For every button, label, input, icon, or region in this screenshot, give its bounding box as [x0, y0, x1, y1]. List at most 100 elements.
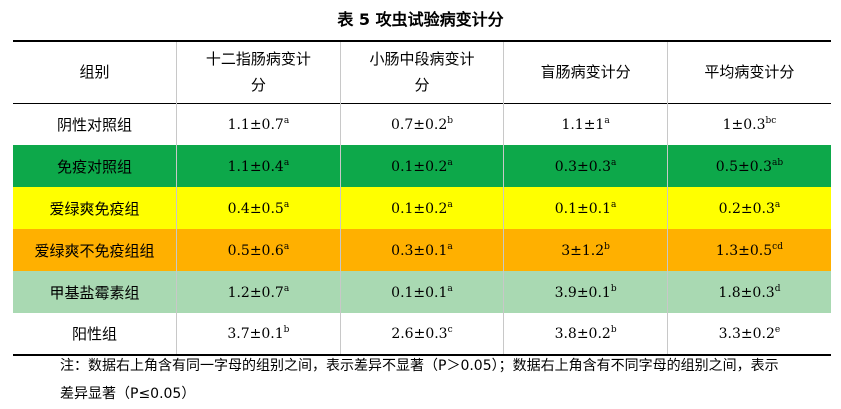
significance-letter: a — [611, 199, 617, 210]
group-name: 免疫对照组 — [57, 157, 133, 176]
significance-letter: a — [447, 241, 453, 252]
significance-letter: a — [283, 115, 290, 126]
table-body: 阴性对照组 1.1±0.7a 0.7±0.2b 1.1±1a 1±0.3bc 免疫对照组 1… — [13, 103, 831, 355]
significance-letter: a — [283, 283, 290, 294]
group-name: 阳性组 — [72, 325, 118, 343]
header-text: 盲肠病变计分 — [540, 63, 631, 82]
value-cell: 1.2±0.7a — [176, 271, 341, 313]
value-cell: 0.1±0.1a — [503, 187, 668, 229]
value-cell: 0.1±0.1a — [339, 271, 504, 313]
value-text: 0.1±0.1 — [391, 284, 448, 301]
significance-letter: a — [283, 241, 290, 252]
significance-letter: b — [283, 325, 290, 335]
header-text: 组别 — [79, 63, 110, 82]
significance-letter: a — [447, 199, 453, 210]
value-text: 3.7±0.1 — [227, 326, 284, 342]
value-text: 1.2±0.7 — [227, 284, 284, 301]
header-cell: 平均病变计分 — [666, 41, 831, 103]
group-name: 爱绿爽不免疫组组 — [34, 241, 155, 260]
significance-letter: b — [447, 115, 453, 126]
significance-letter: ab — [772, 157, 784, 168]
table-header: 组别 十二指肠病变计分 小肠中段病变计分 盲肠病变计分 平均病变计分 — [13, 41, 831, 103]
table: 组别 十二指肠病变计分 小肠中段病变计分 盲肠病变计分 平均病变计分 阴性对照组 1.1±… — [13, 40, 831, 356]
value-text: 1.8±0.3 — [718, 284, 775, 301]
value-text: 3.8±0.2 — [554, 326, 611, 342]
group-cell: 爱绿爽不免疫组组 — [13, 229, 177, 271]
value-text: 2.6±0.3 — [391, 326, 448, 342]
value-cell: 1.1±0.7a — [176, 103, 341, 145]
header-text: 平均病变计分 — [704, 63, 795, 82]
header-text: 小肠中段病变计分 — [369, 50, 475, 95]
value-cell: 0.7±0.2b — [339, 103, 504, 145]
value-text: 0.3±0.3 — [554, 158, 612, 175]
table-row: 爱绿爽免疫组 0.4±0.5a 0.1±0.2a 0.1±0.1a 0.2±0.3a — [13, 187, 831, 229]
value-cell: 3.7±0.1b — [176, 313, 341, 355]
significance-letter: c — [447, 325, 453, 335]
value-cell: 1.1±1a — [503, 103, 668, 145]
value-text: 0.3±0.1 — [391, 242, 448, 259]
significance-letter: d — [774, 283, 781, 294]
value-text: 3.3±0.2 — [718, 326, 775, 342]
value-cell: 1.8±0.3d — [666, 271, 831, 313]
significance-letter: a — [611, 157, 617, 168]
value-text: 0.5±0.6 — [227, 242, 284, 259]
group-cell: 免疫对照组 — [13, 145, 177, 187]
value-cell: 3.9±0.1b — [503, 271, 668, 313]
value-text: 0.5±0.3 — [715, 158, 772, 175]
significance-letter: a — [283, 199, 290, 210]
group-cell: 爱绿爽免疫组 — [13, 187, 177, 229]
value-cell: 0.5±0.3ab — [666, 145, 831, 187]
note: 注：数据右上角含有同一字母的组别之间，表示差异不显著（P＞0.05）；数据右上角… — [60, 358, 779, 402]
value-cell: 3.8±0.2b — [503, 313, 668, 355]
value-cell: 2.6±0.3c — [339, 313, 504, 355]
group-name: 爱绿爽免疫组 — [49, 199, 140, 218]
significance-letter: bc — [765, 115, 777, 126]
table-row: 阴性对照组 1.1±0.7a 0.7±0.2b 1.1±1a 1±0.3bc — [13, 103, 831, 145]
value-cell: 1.1±0.4a — [176, 145, 341, 187]
significance-letter: b — [604, 241, 610, 252]
value-cell: 0.1±0.2a — [339, 145, 504, 187]
header-cell: 盲肠病变计分 — [503, 41, 668, 103]
significance-letter: a — [283, 157, 290, 168]
value-text: 0.1±0.2 — [391, 200, 448, 217]
significance-letter: b — [610, 283, 617, 294]
value-text: 1±0.3 — [722, 116, 766, 133]
header-cell: 组别 — [13, 41, 177, 103]
significance-letter: a — [604, 115, 610, 126]
significance-letter: cd — [772, 241, 783, 252]
value-cell: 0.3±0.3a — [503, 145, 668, 187]
value-text: 1.1±0.7 — [227, 116, 284, 133]
header-cell: 小肠中段病变计分 — [339, 41, 504, 103]
significance-letter: a — [774, 199, 781, 210]
table-row: 阳性组 3.7±0.1b 2.6±0.3c 3.8±0.2b 3.3±0.2e — [13, 313, 831, 355]
value-text: 3.9±0.1 — [554, 284, 611, 301]
value-cell: 1±0.3bc — [666, 103, 831, 145]
value-cell: 0.4±0.5a — [176, 187, 341, 229]
significance-letter: b — [610, 325, 617, 335]
value-text: 1.1±0.4 — [227, 158, 284, 175]
value-cell: 0.5±0.6a — [176, 229, 341, 271]
table-row: 甲基盐霉素组 1.2±0.7a 0.1±0.1a 3.9±0.1b 1.8±0.3d — [13, 271, 831, 313]
table-title: 表 5 攻虫试验病变计分 — [337, 10, 504, 29]
value-cell: 3±1.2b — [503, 229, 668, 271]
value-text: 0.1±0.1 — [554, 200, 612, 217]
group-name: 甲基盐霉素组 — [49, 283, 140, 302]
header-cell: 十二指肠病变计分 — [176, 41, 341, 103]
value-text: 3±1.2 — [561, 242, 605, 259]
value-cell: 0.1±0.2a — [339, 187, 504, 229]
value-text: 0.1±0.2 — [391, 158, 448, 175]
group-cell: 阳性组 — [13, 313, 177, 355]
value-text: 0.7±0.2 — [390, 116, 448, 133]
group-cell: 阴性对照组 — [13, 103, 177, 145]
significance-letter: a — [447, 283, 453, 294]
value-cell: 0.3±0.1a — [339, 229, 504, 271]
header-row: 组别 十二指肠病变计分 小肠中段病变计分 盲肠病变计分 平均病变计分 — [13, 41, 831, 103]
value-cell: 0.2±0.3a — [666, 187, 831, 229]
value-text: 1.1±1 — [561, 116, 605, 133]
value-cell: 3.3±0.2e — [666, 313, 831, 355]
significance-letter: e — [774, 325, 781, 335]
table-row: 免疫对照组 1.1±0.4a 0.1±0.2a 0.3±0.3a 0.5±0.3ab — [13, 145, 831, 187]
group-name: 阴性对照组 — [57, 115, 133, 134]
table-row: 爱绿爽不免疫组组 0.5±0.6a 0.3±0.1a 3±1.2b 1.3±0.5cd — [13, 229, 831, 271]
